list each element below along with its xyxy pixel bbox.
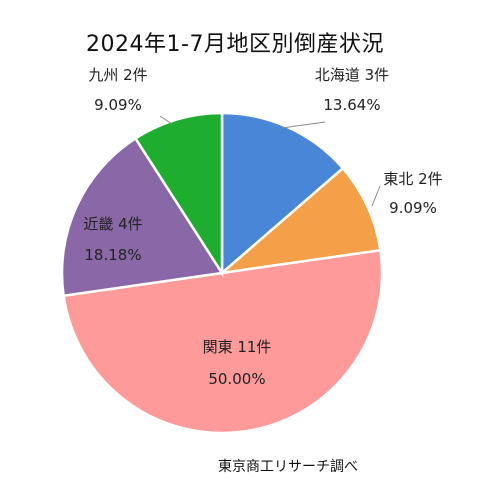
slice-label: 九州 2件 [88,66,147,84]
slice-label: 関東 11件 [203,338,272,356]
leader-line [159,115,173,125]
slice-label: 北海道 3件 [315,66,389,84]
slice-label: 近畿 4件 [83,215,142,233]
pie-slice [133,111,224,278]
slice-percent-label: 13.64% [323,96,380,114]
pie-slice [217,166,382,275]
slice-percent-label: 9.09% [94,96,142,114]
chart-title: 2024年1-7月地区別倒産状況 [86,32,384,57]
slice-percent-label: 50.00% [208,370,265,388]
pie-slice [60,136,225,298]
pie-slice [62,248,384,435]
leader-line [281,121,326,129]
slice-percent-label: 9.09% [389,199,437,217]
slice-percent-label: 18.18% [84,246,141,264]
leader-line [371,185,381,207]
source-note: 東京商工リサーチ調べ [218,459,358,475]
slice-label: 東北 2件 [383,170,442,188]
